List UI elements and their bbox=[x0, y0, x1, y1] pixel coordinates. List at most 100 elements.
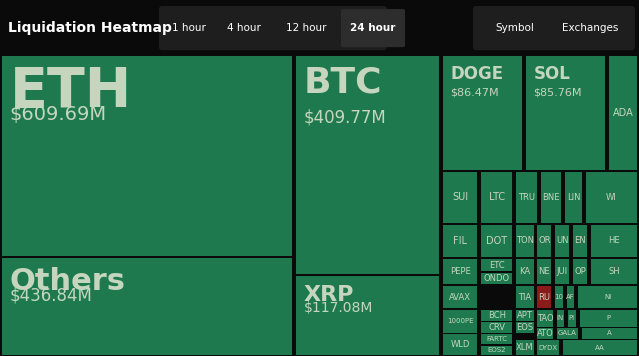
Bar bbox=[537, 340, 559, 355]
Bar bbox=[557, 310, 564, 326]
Text: OP: OP bbox=[574, 267, 586, 276]
Text: DYDX: DYDX bbox=[539, 345, 558, 351]
Bar bbox=[537, 259, 551, 284]
Bar bbox=[541, 172, 561, 223]
Text: Others: Others bbox=[10, 267, 126, 295]
Bar bbox=[481, 225, 512, 257]
Bar bbox=[2, 56, 292, 256]
Text: 1 hour: 1 hour bbox=[172, 23, 206, 33]
Text: A: A bbox=[607, 330, 612, 336]
Bar bbox=[481, 273, 512, 284]
Bar bbox=[573, 259, 587, 284]
Bar bbox=[557, 328, 578, 339]
Bar bbox=[481, 334, 512, 344]
Bar bbox=[580, 310, 637, 326]
Text: RU: RU bbox=[539, 293, 550, 302]
Text: WLD: WLD bbox=[450, 340, 470, 349]
Bar bbox=[516, 286, 534, 308]
Bar bbox=[481, 322, 512, 333]
Text: TAO: TAO bbox=[537, 314, 553, 323]
Bar bbox=[443, 225, 477, 257]
Text: HE: HE bbox=[608, 236, 620, 245]
Text: IN: IN bbox=[557, 315, 564, 321]
Text: BTC: BTC bbox=[304, 65, 382, 99]
Text: EOS2: EOS2 bbox=[488, 347, 506, 354]
Bar bbox=[443, 286, 477, 308]
Bar bbox=[563, 340, 637, 355]
FancyBboxPatch shape bbox=[159, 6, 387, 50]
Text: $86.47M: $86.47M bbox=[450, 88, 499, 98]
Text: WI: WI bbox=[606, 193, 617, 202]
Text: $117.08M: $117.08M bbox=[304, 300, 373, 315]
Bar bbox=[516, 225, 534, 257]
Text: DOGE: DOGE bbox=[450, 65, 504, 83]
Bar bbox=[516, 172, 537, 223]
Text: $85.76M: $85.76M bbox=[534, 88, 582, 98]
Text: 1000PE: 1000PE bbox=[447, 318, 473, 324]
Bar bbox=[516, 310, 534, 320]
Text: APT: APT bbox=[517, 311, 533, 320]
Bar bbox=[555, 225, 569, 257]
Text: Exchanges: Exchanges bbox=[562, 23, 618, 33]
Bar bbox=[537, 310, 553, 326]
Text: $409.77M: $409.77M bbox=[304, 109, 386, 127]
Bar bbox=[443, 56, 522, 170]
Bar bbox=[296, 276, 439, 355]
Bar bbox=[568, 310, 576, 326]
Text: UN: UN bbox=[556, 236, 569, 245]
Text: ONDO: ONDO bbox=[484, 274, 510, 283]
Text: EOS: EOS bbox=[516, 323, 534, 332]
Bar bbox=[565, 172, 582, 223]
Text: P: P bbox=[606, 315, 610, 321]
Text: XRP: XRP bbox=[304, 285, 354, 305]
Text: ETH: ETH bbox=[10, 65, 132, 119]
Text: ETC: ETC bbox=[489, 261, 505, 269]
Text: GALA: GALA bbox=[558, 330, 577, 336]
Text: $436.84M: $436.84M bbox=[10, 286, 93, 304]
Bar bbox=[586, 172, 637, 223]
Text: NE: NE bbox=[539, 267, 550, 276]
Text: TON: TON bbox=[516, 236, 534, 245]
Bar bbox=[573, 225, 587, 257]
Bar bbox=[443, 310, 477, 333]
Bar bbox=[296, 56, 439, 274]
Bar bbox=[516, 340, 534, 355]
Bar bbox=[526, 56, 605, 170]
Text: OR: OR bbox=[538, 236, 551, 245]
Text: NI: NI bbox=[604, 294, 612, 300]
Bar bbox=[555, 286, 563, 308]
Text: AA: AA bbox=[595, 345, 605, 351]
Text: FARTC: FARTC bbox=[486, 336, 507, 342]
Bar bbox=[591, 259, 637, 284]
Text: KA: KA bbox=[520, 267, 530, 276]
Text: AF: AF bbox=[566, 294, 575, 300]
Text: 4 hour: 4 hour bbox=[227, 23, 261, 33]
Text: LIN: LIN bbox=[567, 193, 580, 202]
Text: TIA: TIA bbox=[518, 293, 532, 302]
Bar bbox=[481, 172, 512, 223]
Bar bbox=[443, 172, 477, 223]
Text: $609.69M: $609.69M bbox=[10, 105, 107, 124]
Text: LTC: LTC bbox=[489, 192, 505, 202]
Text: BNE: BNE bbox=[542, 193, 560, 202]
Bar bbox=[591, 225, 637, 257]
Text: Liquidation Heatmap: Liquidation Heatmap bbox=[8, 21, 172, 35]
Bar bbox=[481, 259, 512, 271]
Text: PEPE: PEPE bbox=[450, 267, 470, 276]
Text: ATO: ATO bbox=[537, 329, 553, 338]
Text: 24 hour: 24 hour bbox=[350, 23, 396, 33]
Text: DOT: DOT bbox=[486, 236, 507, 246]
Text: 10: 10 bbox=[555, 294, 564, 300]
Bar bbox=[567, 286, 574, 308]
Text: AVAX: AVAX bbox=[449, 293, 471, 302]
Bar bbox=[578, 286, 637, 308]
Text: 12 hour: 12 hour bbox=[286, 23, 327, 33]
Text: FIL: FIL bbox=[453, 236, 467, 246]
Bar bbox=[537, 286, 551, 308]
Text: XLM: XLM bbox=[516, 343, 534, 352]
Bar bbox=[582, 328, 637, 339]
Bar bbox=[443, 334, 477, 355]
Bar bbox=[443, 259, 477, 284]
Bar bbox=[537, 225, 551, 257]
Text: Symbol: Symbol bbox=[496, 23, 534, 33]
